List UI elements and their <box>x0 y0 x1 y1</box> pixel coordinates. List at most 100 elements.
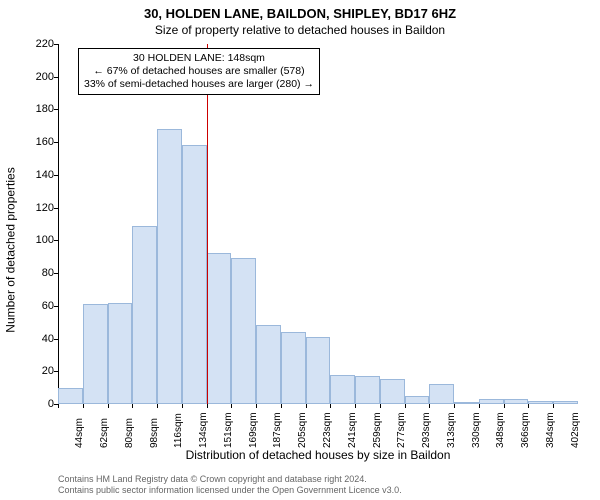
x-tick-mark <box>454 404 455 408</box>
annotation-line: ← 67% of detached houses are smaller (57… <box>84 65 314 78</box>
chart-title: 30, HOLDEN LANE, BAILDON, SHIPLEY, BD17 … <box>0 0 600 21</box>
x-tick-label: 241sqm <box>347 412 358 448</box>
x-tick-mark <box>429 404 430 408</box>
y-tick-mark <box>54 273 58 274</box>
x-tick-mark <box>380 404 381 408</box>
histogram-bar <box>207 253 232 404</box>
y-tick-mark <box>54 339 58 340</box>
histogram-bar <box>429 384 454 404</box>
x-tick-mark <box>306 404 307 408</box>
x-tick-mark <box>83 404 84 408</box>
histogram-bar <box>281 332 306 404</box>
y-tick-label: 220 <box>22 38 54 50</box>
x-tick-mark <box>504 404 505 408</box>
annotation-box: 30 HOLDEN LANE: 148sqm← 67% of detached … <box>78 48 320 95</box>
y-tick-label: 200 <box>22 71 54 83</box>
x-tick-mark <box>132 404 133 408</box>
x-tick-mark <box>281 404 282 408</box>
y-tick-label: 180 <box>22 103 54 115</box>
x-tick-label: 187sqm <box>272 412 283 448</box>
x-tick-mark <box>207 404 208 408</box>
x-tick-mark <box>182 404 183 408</box>
y-axis-line <box>58 44 59 404</box>
histogram-bar <box>454 402 479 404</box>
y-tick-mark <box>54 44 58 45</box>
histogram-bar <box>553 401 578 404</box>
y-tick-label: 160 <box>22 136 54 148</box>
x-tick-label: 134sqm <box>198 412 209 448</box>
histogram-bar <box>132 226 157 404</box>
x-tick-label: 277sqm <box>396 412 407 448</box>
x-tick-mark <box>157 404 158 408</box>
y-tick-mark <box>54 306 58 307</box>
footer-attribution: Contains HM Land Registry data © Crown c… <box>58 474 402 497</box>
chart-container: 30, HOLDEN LANE, BAILDON, SHIPLEY, BD17 … <box>0 0 600 500</box>
x-tick-mark <box>330 404 331 408</box>
annotation-line: 33% of semi-detached houses are larger (… <box>84 78 314 91</box>
x-tick-mark <box>553 404 554 408</box>
y-tick-mark <box>54 208 58 209</box>
histogram-bar <box>108 303 133 404</box>
x-tick-mark <box>108 404 109 408</box>
chart-subtitle: Size of property relative to detached ho… <box>0 21 600 37</box>
y-tick-label: 20 <box>22 365 54 377</box>
x-tick-mark <box>231 404 232 408</box>
y-tick-label: 80 <box>22 267 54 279</box>
x-tick-label: 151sqm <box>223 412 234 448</box>
x-tick-label: 205sqm <box>297 412 308 448</box>
histogram-bar <box>504 399 529 404</box>
histogram-bar <box>157 129 182 404</box>
y-axis-label: Number of detached properties <box>2 0 20 500</box>
y-tick-label: 60 <box>22 300 54 312</box>
x-tick-label: 169sqm <box>248 412 259 448</box>
y-tick-label: 120 <box>22 202 54 214</box>
x-tick-label: 223sqm <box>322 412 333 448</box>
histogram-bar <box>355 376 380 404</box>
histogram-bar <box>182 145 207 404</box>
histogram-bar <box>306 337 331 404</box>
y-tick-mark <box>54 142 58 143</box>
histogram-bar <box>256 325 281 404</box>
y-tick-label: 0 <box>22 398 54 410</box>
y-tick-label: 140 <box>22 169 54 181</box>
footer-line-2: Contains public sector information licen… <box>58 485 402 496</box>
x-tick-mark <box>355 404 356 408</box>
x-tick-label: 348sqm <box>495 412 506 448</box>
x-tick-label: 384sqm <box>545 412 556 448</box>
y-tick-mark <box>54 109 58 110</box>
y-tick-mark <box>54 240 58 241</box>
x-tick-label: 330sqm <box>471 412 482 448</box>
x-tick-mark <box>405 404 406 408</box>
histogram-bar <box>528 401 553 404</box>
x-tick-label: 293sqm <box>421 412 432 448</box>
x-tick-label: 259sqm <box>372 412 383 448</box>
histogram-bar <box>330 375 355 404</box>
histogram-bar <box>83 304 108 404</box>
histogram-bar <box>479 399 504 404</box>
x-tick-mark <box>58 404 59 408</box>
histogram-bar <box>231 258 256 404</box>
x-tick-label: 402sqm <box>570 412 581 448</box>
x-tick-mark <box>528 404 529 408</box>
plot-area: 02040608010012014016018020022044sqm62sqm… <box>58 44 578 404</box>
y-tick-label: 40 <box>22 333 54 345</box>
x-tick-label: 366sqm <box>520 412 531 448</box>
x-tick-label: 62sqm <box>99 418 110 448</box>
x-tick-label: 44sqm <box>74 418 85 448</box>
y-tick-mark <box>54 371 58 372</box>
y-tick-mark <box>54 77 58 78</box>
annotation-line: 30 HOLDEN LANE: 148sqm <box>84 52 314 65</box>
x-tick-label: 80sqm <box>124 418 135 448</box>
reference-line <box>207 44 208 404</box>
histogram-bar <box>405 396 430 404</box>
histogram-bar <box>380 379 405 404</box>
x-tick-label: 116sqm <box>173 413 184 448</box>
y-tick-mark <box>54 175 58 176</box>
histogram-bar <box>58 388 83 404</box>
x-axis-label: Distribution of detached houses by size … <box>58 448 578 462</box>
y-tick-label: 100 <box>22 234 54 246</box>
x-tick-label: 313sqm <box>446 412 457 448</box>
x-tick-label: 98sqm <box>149 418 160 448</box>
footer-line-1: Contains HM Land Registry data © Crown c… <box>58 474 402 485</box>
x-tick-mark <box>479 404 480 408</box>
